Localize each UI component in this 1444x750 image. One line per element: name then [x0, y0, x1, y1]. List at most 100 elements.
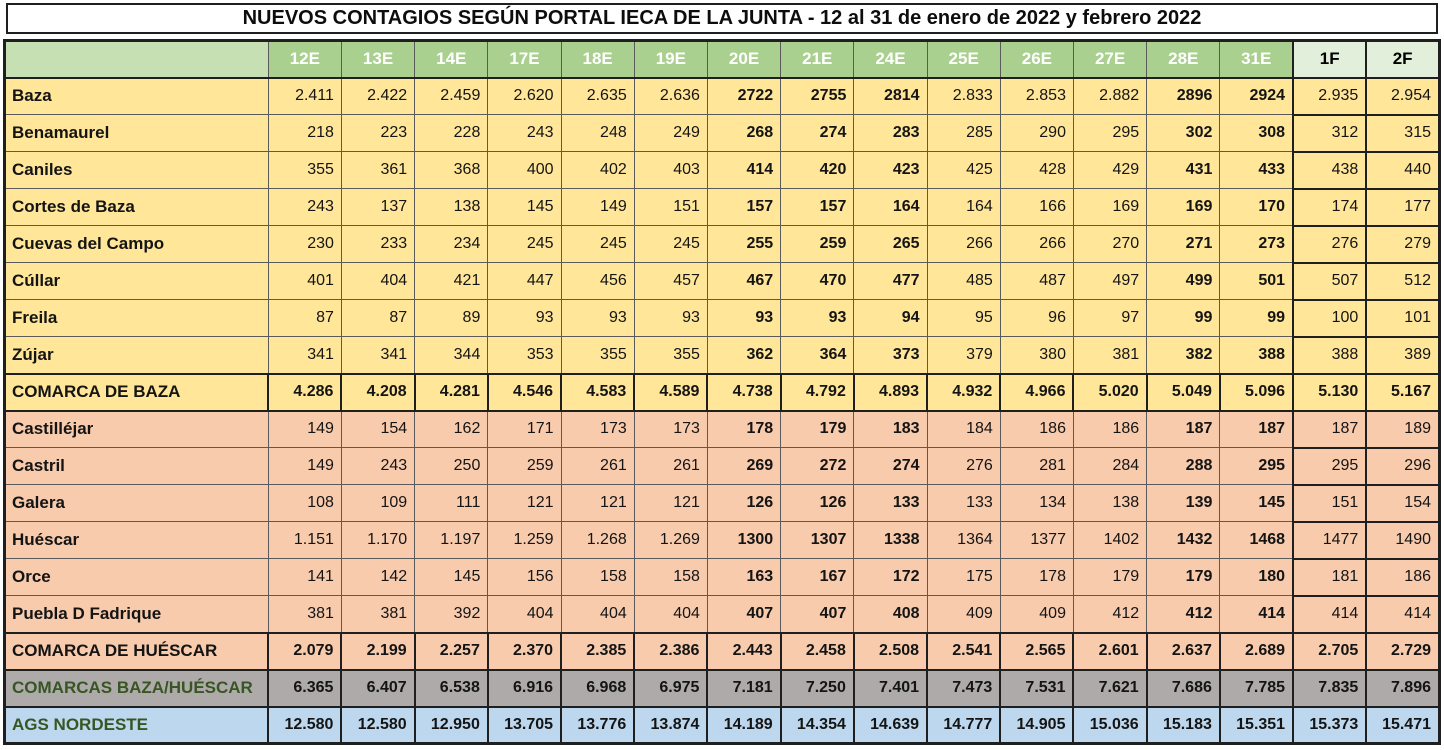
row-zujar: Zújar 341 341 344 353 355 355 362 364 373 379 380 38…	[4, 335, 1441, 375]
value-cell: 392	[414, 595, 489, 633]
value-cell: 402	[560, 151, 635, 189]
value-cell: 2814	[853, 77, 928, 115]
value-cell: 414	[1365, 594, 1441, 634]
value-cell: 414	[1219, 595, 1294, 633]
column-header-18e: 18E	[560, 40, 635, 79]
value-cell: 285	[926, 114, 1001, 152]
row-galera: Galera 108 109 111 121 121 121 126 126 133 133 134 1…	[4, 483, 1441, 523]
value-cell: 187	[1146, 410, 1221, 448]
value-cell: 341	[340, 336, 416, 374]
value-cell: 250	[414, 447, 489, 485]
row-cullar: Cúllar 401 404 421 447 456 457 467 470 477 485 487 4…	[4, 261, 1441, 301]
row-benamaurel: Benamaurel 218 223 228 243 248 249 268 274 283 285…	[4, 113, 1441, 153]
value-cell: 407	[780, 595, 855, 633]
value-cell: 279	[1365, 224, 1441, 264]
value-cell: 389	[1365, 335, 1441, 375]
value-cell: 421	[414, 262, 489, 300]
value-cell: 467	[706, 262, 782, 300]
value-cell: 276	[1292, 224, 1368, 264]
value-cell: 121	[560, 484, 635, 522]
value-cell: 470	[780, 262, 855, 300]
value-cell: 1.170	[340, 521, 416, 559]
value-cell: 2.079	[267, 631, 343, 671]
value-cell: 2.882	[1072, 77, 1148, 115]
value-cell: 4.546	[486, 372, 563, 412]
value-cell: 5.020	[1072, 372, 1148, 412]
column-header-27e: 27E	[1072, 40, 1148, 79]
value-cell: 447	[487, 262, 562, 300]
column-header-25e: 25E	[926, 40, 1001, 79]
value-cell: 151	[633, 188, 708, 226]
value-cell: 364	[780, 336, 855, 374]
value-cell: 431	[1146, 151, 1221, 189]
value-cell: 414	[1292, 594, 1368, 634]
value-cell: 245	[560, 225, 635, 263]
value-cell: 1490	[1365, 520, 1441, 560]
value-cell: 15.351	[1218, 705, 1295, 745]
value-cell: 4.738	[706, 372, 782, 412]
value-cell: 353	[487, 336, 562, 374]
value-cell: 308	[1219, 114, 1294, 152]
value-cell: 177	[1365, 187, 1441, 227]
value-cell: 156	[487, 558, 562, 596]
row-label: Orce	[4, 558, 269, 596]
column-header-20e: 20E	[706, 40, 782, 79]
value-cell: 512	[1365, 261, 1441, 301]
row-comarca-de-huescar: COMARCA DE HUÉSCAR 2.079 2.199 2.257 2.370 2.…	[3, 631, 1441, 671]
value-cell: 1.268	[560, 521, 635, 559]
value-cell: 6.365	[267, 668, 343, 708]
row-label: Baza	[4, 77, 269, 115]
value-cell: 94	[853, 299, 928, 337]
value-cell: 2.459	[414, 77, 489, 115]
value-cell: 184	[926, 410, 1001, 448]
value-cell: 1402	[1072, 521, 1148, 559]
value-cell: 6.538	[413, 668, 489, 708]
value-cell: 173	[633, 410, 708, 448]
value-cell: 265	[853, 225, 928, 263]
value-cell: 440	[1365, 150, 1441, 190]
value-cell: 408	[853, 595, 928, 633]
row-castril: Castril 149 243 250 259 261 261 269 272 274 276 281…	[4, 446, 1441, 486]
value-cell: 2.458	[779, 631, 855, 671]
value-cell: 14.777	[926, 705, 1002, 745]
value-cell: 1338	[853, 521, 928, 559]
row-cortes-de-baza: Cortes de Baza 243 137 138 145 149 151 157 157 16…	[4, 187, 1441, 227]
value-cell: 2.422	[340, 77, 416, 115]
value-cell: 7.181	[706, 668, 782, 708]
value-cell: 290	[999, 114, 1074, 152]
row-puebla-d-fadrique: Puebla D Fadrique 381 381 392 404 404 404 407 40…	[4, 594, 1441, 634]
value-cell: 2.257	[413, 631, 489, 671]
value-cell: 1307	[780, 521, 855, 559]
row-label: Cúllar	[4, 262, 269, 300]
column-header-21e: 21E	[780, 40, 855, 79]
row-freila: Freila 87 87 89 93 93 93 93 93 94 95 96 97 99 99 100 101	[4, 298, 1441, 338]
value-cell: 109	[340, 484, 416, 522]
value-cell: 414	[706, 151, 782, 189]
row-label: Castril	[4, 447, 269, 485]
value-cell: 142	[340, 558, 416, 596]
row-label: AGS NORDESTE	[3, 705, 270, 745]
value-cell: 2.620	[487, 77, 562, 115]
value-cell: 133	[853, 484, 928, 522]
value-cell: 261	[633, 447, 708, 485]
value-cell: 403	[633, 151, 708, 189]
value-cell: 158	[633, 558, 708, 596]
row-comarcas-baza-huescar: COMARCAS BAZA/HUÉSCAR 6.365 6.407 6.538 6.91…	[3, 668, 1441, 708]
value-cell: 407	[706, 595, 782, 633]
value-cell: 456	[560, 262, 635, 300]
value-cell: 283	[853, 114, 928, 152]
value-cell: 268	[706, 114, 782, 152]
value-cell: 312	[1292, 113, 1368, 153]
value-cell: 429	[1072, 151, 1148, 189]
value-cell: 189	[1365, 409, 1441, 449]
value-cell: 228	[414, 114, 489, 152]
value-cell: 423	[853, 151, 928, 189]
table-title: NUEVOS CONTAGIOS SEGÚN PORTAL IECA DE LA…	[6, 3, 1438, 34]
value-cell: 1377	[999, 521, 1074, 559]
value-cell: 95	[926, 299, 1001, 337]
value-cell: 12.580	[340, 705, 416, 745]
value-cell: 1468	[1219, 521, 1294, 559]
value-cell: 1.151	[267, 521, 342, 559]
value-cell: 2924	[1219, 77, 1294, 115]
